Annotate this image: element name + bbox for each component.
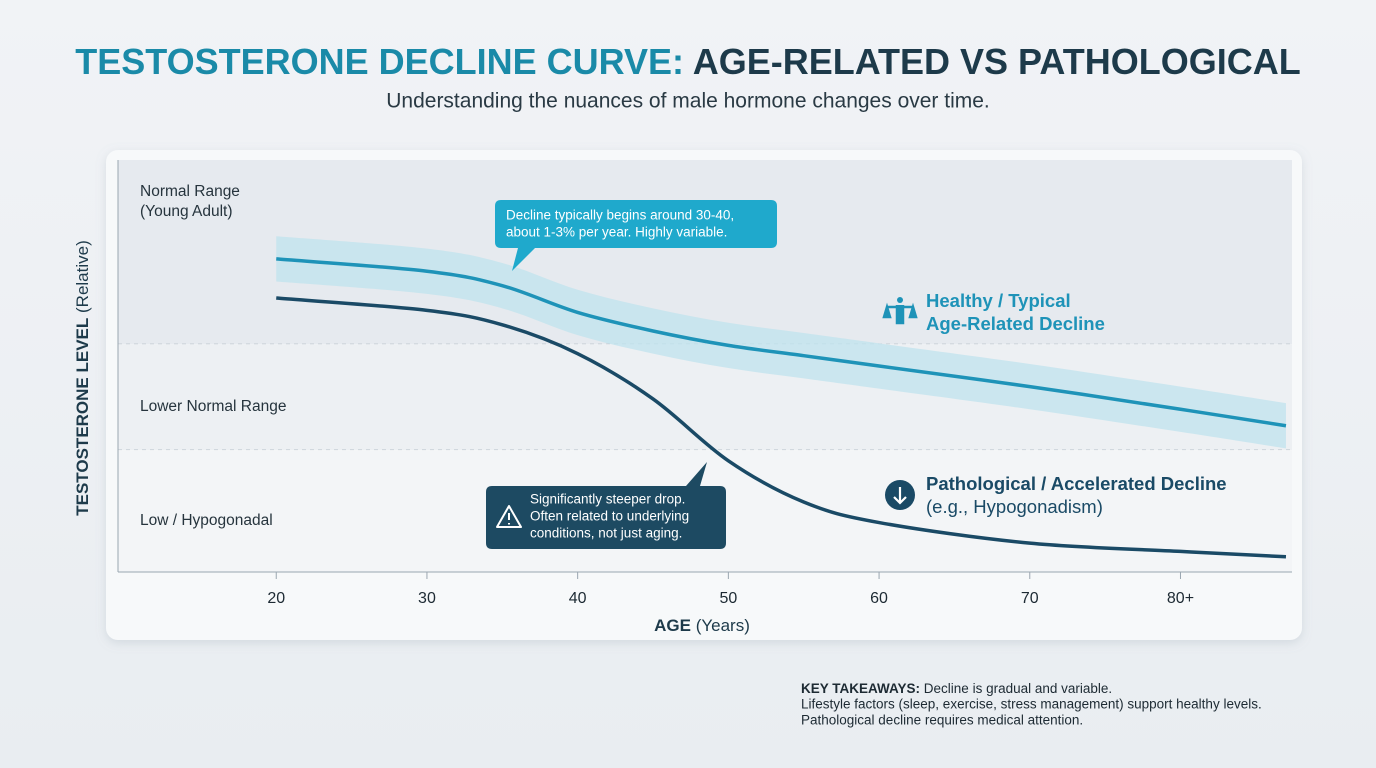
healthy-icon (882, 297, 918, 325)
takeaway-line: KEY TAKEAWAYS: Decline is gradual and va… (801, 681, 1112, 696)
takeaway-bold: KEY TAKEAWAYS: (801, 681, 920, 696)
callout-box (486, 462, 726, 549)
title-part: AGE-RELATED VS PATHOLOGICAL (693, 41, 1301, 82)
x-tick-label: 50 (719, 590, 737, 607)
series-label: Pathological / Accelerated Decline (926, 473, 1227, 494)
x-tick-label: 20 (267, 590, 285, 607)
callout-text: about 1-3% per year. Highly variable. (506, 225, 727, 240)
series-line (276, 296, 1287, 559)
x-tick-label: 30 (418, 590, 436, 607)
variability-band (276, 236, 1286, 449)
callout-text: Often related to underlying (530, 509, 689, 524)
icon-arrow (893, 487, 907, 505)
callout-text: Decline typically begins around 30-40, (506, 208, 734, 223)
series-label: Age-Related Decline (926, 313, 1105, 334)
x-axis-label: AGE (Years) (654, 616, 750, 635)
callout-text: Significantly steeper drop. (530, 492, 685, 507)
x-label-bold: AGE (654, 616, 691, 635)
band-label: Normal Range (140, 183, 240, 200)
takeaway-text: Decline is gradual and variable. (924, 681, 1112, 696)
band-label: Low / Hypogonadal (140, 512, 273, 529)
takeaways: KEY TAKEAWAYS: Decline is gradual and va… (801, 681, 1262, 728)
callout-box (495, 200, 777, 271)
warning-icon (496, 505, 522, 528)
series-line (276, 257, 1287, 428)
icon-part (897, 297, 903, 303)
band-label: (Young Adult) (140, 203, 233, 220)
chart-title: TESTOSTERONE DECLINE CURVE: AGE-RELATED … (75, 41, 1300, 82)
x-label-rest: (Years) (696, 616, 750, 635)
band-label: Lower Normal Range (140, 398, 286, 415)
x-tick-label: 70 (1021, 590, 1039, 607)
series-label: Healthy / Typical (926, 290, 1071, 311)
subtitle: Understanding the nuances of male hormon… (386, 90, 990, 113)
x-tick-label: 60 (870, 590, 888, 607)
x-tick-label: 80+ (1167, 590, 1194, 607)
y-axis-label: TESTOSTERONE LEVEL (Relative) (73, 240, 92, 516)
icon-part (882, 302, 918, 325)
callout-text: conditions, not just aging. (530, 526, 682, 541)
x-tick-label: 40 (569, 590, 587, 607)
title-part: TESTOSTERONE DECLINE CURVE: (75, 41, 684, 82)
takeaway-line: Pathological decline requires medical at… (801, 713, 1083, 728)
takeaway-line: Lifestyle factors (sleep, exercise, stre… (801, 697, 1262, 712)
plot: Normal Range (Young Adult) Lower Normal Ra… (117, 160, 1292, 607)
y-label-bold: TESTOSTERONE LEVEL (73, 318, 92, 516)
series-note: (e.g., Hypogonadism) (926, 496, 1103, 517)
y-label-rest: (Relative) (73, 240, 92, 313)
